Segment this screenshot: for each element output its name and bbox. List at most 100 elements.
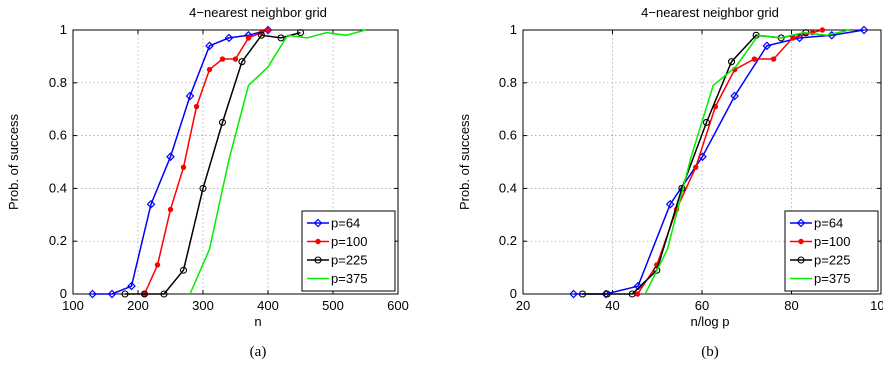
data-point xyxy=(232,56,239,62)
data-point xyxy=(146,199,156,209)
series-line xyxy=(92,29,269,295)
x-axis-label: n/log p xyxy=(690,314,729,329)
legend-label: p=100 xyxy=(814,234,851,249)
data-point xyxy=(180,164,187,170)
chart-panel-b: 4−nearest neighbor grid n/log p Prob. of… xyxy=(457,5,883,360)
y-tick-label: 0.2 xyxy=(49,233,67,248)
x-tick-label: 20 xyxy=(516,298,530,313)
series-line xyxy=(573,29,865,295)
x-axis-label: n xyxy=(254,314,261,329)
y-tick-label: 0.2 xyxy=(499,233,517,248)
data-point xyxy=(107,289,117,299)
data-point xyxy=(634,291,641,297)
data-point xyxy=(727,58,736,66)
data-point xyxy=(154,262,161,268)
data-point xyxy=(127,281,136,291)
data-point xyxy=(199,184,207,192)
plot-frame xyxy=(522,29,882,295)
data-point xyxy=(859,25,869,35)
y-axis-label: Prob. of success xyxy=(6,113,21,210)
legend-label: p=100 xyxy=(331,234,368,249)
data-point xyxy=(224,33,234,43)
data-point xyxy=(185,91,195,101)
series-line xyxy=(125,31,301,295)
data-point xyxy=(633,281,643,291)
chart-title: 4−nearest neighbor grid xyxy=(189,5,327,20)
legend: p=64 p=100 p=225 p=375 xyxy=(784,210,879,292)
data-point xyxy=(665,199,675,209)
chart-title: 4−nearest neighbor grid xyxy=(641,5,779,20)
data-point xyxy=(569,289,578,299)
legend-marker xyxy=(797,256,805,264)
panel-caption: (a) xyxy=(250,344,267,360)
data-point xyxy=(166,152,175,162)
x-tick-label: 40 xyxy=(605,298,619,313)
y-tick-label: 0.6 xyxy=(49,128,67,143)
series-p=64 xyxy=(569,25,869,299)
y-tick-label: 1 xyxy=(510,22,517,37)
data-point xyxy=(140,290,149,298)
data-point xyxy=(601,289,611,299)
x-tick-label: 100 xyxy=(62,298,84,313)
y-tick-label: 0 xyxy=(60,286,67,301)
series-line xyxy=(189,29,366,295)
x-tick-label: 600 xyxy=(387,298,409,313)
series-p=375 xyxy=(189,29,366,295)
data-point xyxy=(218,118,227,126)
data-point xyxy=(762,41,772,51)
data-point xyxy=(770,56,777,62)
data-point xyxy=(296,29,305,37)
data-point xyxy=(206,66,213,73)
data-point xyxy=(88,289,97,299)
data-point xyxy=(179,266,188,274)
data-point xyxy=(219,56,226,62)
x-tick-label: 300 xyxy=(192,298,214,313)
data-point xyxy=(257,31,266,39)
y-tick-label: 0.4 xyxy=(49,180,67,195)
data-point xyxy=(277,34,285,42)
data-point xyxy=(819,27,826,33)
series-p=375 xyxy=(644,29,850,295)
y-tick-label: 0.8 xyxy=(49,75,67,90)
data-point xyxy=(693,164,699,170)
legend-label: p=375 xyxy=(814,271,851,286)
x-tick-label: 200 xyxy=(127,298,149,313)
legend-label: p=225 xyxy=(331,253,368,268)
y-tick-label: 1 xyxy=(60,22,67,37)
data-point xyxy=(751,56,758,62)
data-point xyxy=(578,290,587,298)
legend: p=64 p=100 p=225 p=375 xyxy=(301,210,396,292)
legend-marker xyxy=(314,256,322,264)
x-tick-label: 60 xyxy=(695,298,709,313)
series-p=225 xyxy=(121,29,305,298)
legend-label: p=375 xyxy=(331,271,368,286)
plot-frame xyxy=(72,29,399,295)
data-point xyxy=(730,91,740,101)
data-point xyxy=(653,266,661,274)
y-tick-label: 0 xyxy=(510,286,517,301)
series-line xyxy=(644,29,850,295)
y-tick-label: 0.8 xyxy=(499,75,517,90)
data-point xyxy=(603,290,611,298)
x-tick-label: 80 xyxy=(784,298,798,313)
data-point xyxy=(121,290,129,298)
panel-caption: (b) xyxy=(701,344,719,360)
data-point xyxy=(702,118,711,126)
data-point xyxy=(167,206,174,213)
series-p=100 xyxy=(141,27,271,297)
legend-label: p=64 xyxy=(331,216,360,231)
data-point xyxy=(160,290,168,298)
x-tick-label: 400 xyxy=(257,298,279,313)
data-point xyxy=(205,41,214,51)
data-point xyxy=(193,103,200,110)
data-point xyxy=(265,27,271,33)
legend-marker xyxy=(796,218,806,228)
chart-panel-a: 4−nearest neighbor grid n Prob. of succe… xyxy=(6,5,409,360)
legend-box xyxy=(301,210,396,292)
legend-box xyxy=(784,210,879,292)
data-point xyxy=(238,58,246,66)
y-tick-label: 0.6 xyxy=(499,128,517,143)
legend-marker xyxy=(315,238,321,245)
data-point xyxy=(628,290,636,298)
